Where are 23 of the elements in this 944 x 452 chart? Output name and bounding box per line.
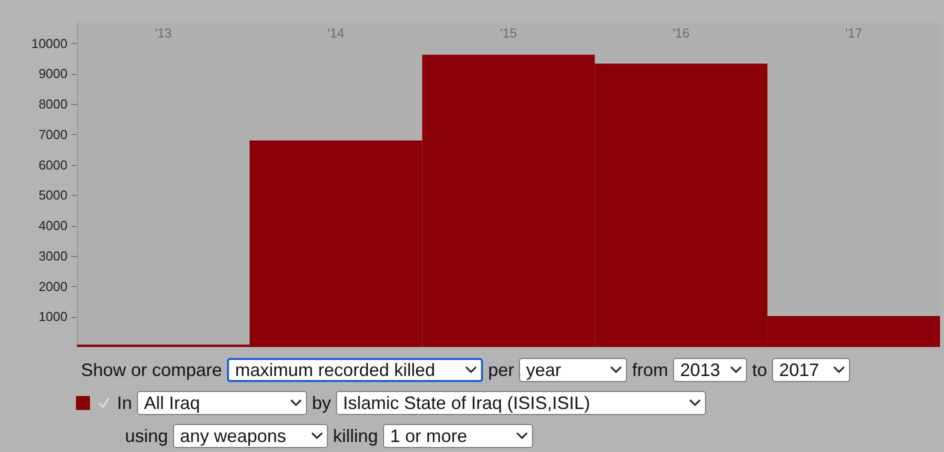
y-tick-label: 7000	[38, 126, 68, 142]
text: killing	[333, 426, 378, 446]
y-tick-label: 1000	[38, 309, 68, 324]
y-tick-label: 6000	[38, 157, 68, 172]
y-tick-label: 3000	[38, 248, 68, 264]
y-tick-label: 4000	[38, 218, 68, 234]
y-tick-label: 8000	[38, 96, 68, 112]
y-tick-label: 2000	[38, 278, 68, 294]
text: In	[117, 392, 132, 414]
x-tick-label: '16	[672, 26, 690, 40]
text: to	[752, 360, 768, 380]
x-tick-label: '17	[845, 26, 862, 40]
text: Show or compare	[81, 360, 222, 380]
y-tick-label: 10000	[31, 36, 68, 51]
x-tick-label: '14	[327, 26, 344, 40]
x-tick-label: '13	[154, 26, 172, 40]
y-tick-label: 9000	[38, 66, 68, 82]
text: by	[312, 392, 332, 414]
y-tick-label: 5000	[38, 188, 68, 203]
text: from	[632, 360, 668, 380]
text: using	[125, 426, 168, 446]
x-tick-label: '15	[500, 26, 517, 40]
text: per	[488, 360, 514, 380]
